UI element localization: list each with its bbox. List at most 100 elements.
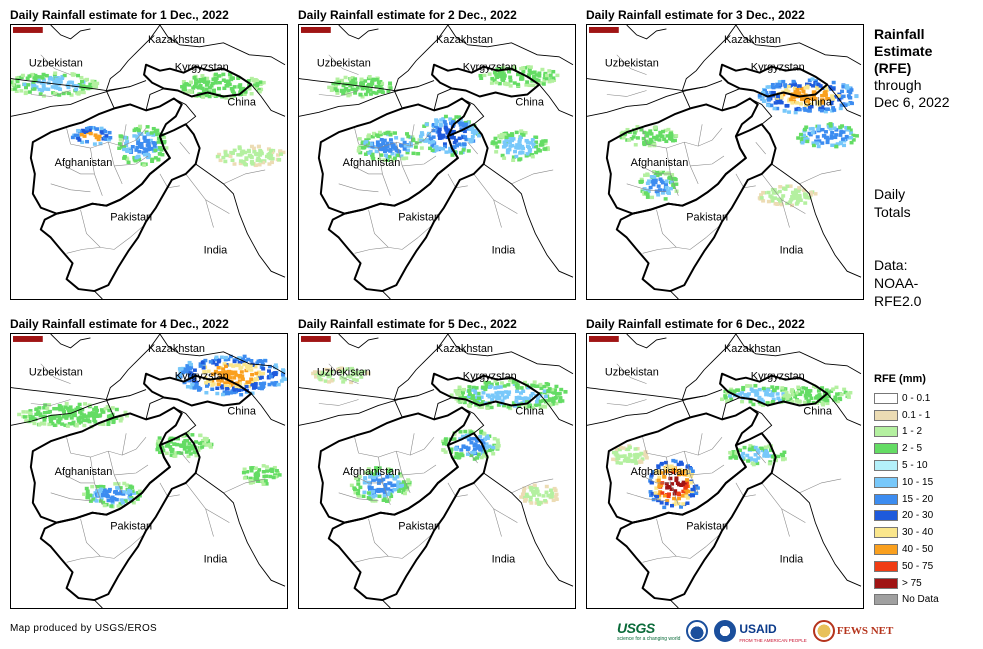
rainfall-cell [757, 387, 762, 392]
rainfall-cell [530, 153, 534, 157]
rainfall-cell [156, 140, 161, 144]
rainfall-cell [830, 143, 835, 148]
rainfall-cell [158, 450, 163, 455]
rainfall-cell [38, 414, 43, 418]
rainfall-cell [496, 403, 501, 407]
rainfall-cell [335, 77, 340, 81]
rainfall-cell [538, 382, 543, 387]
rainfall-cell [467, 388, 472, 393]
rainfall-cell [478, 448, 483, 452]
rainfall-cell [229, 363, 234, 367]
rainfall-cell [50, 414, 55, 418]
rainfall-cell [797, 193, 802, 198]
rainfall-map: Kazakhstan Uzbekistan Kyrgyzstan China Afgha… [586, 333, 864, 609]
rainfall-cell [246, 148, 251, 153]
rainfall-cell [734, 451, 739, 455]
rainfall-cell [368, 92, 373, 96]
country-boundary [382, 290, 391, 299]
rainfall-cell [668, 186, 673, 191]
rainfall-cell [521, 69, 526, 74]
rainfall-cell [639, 177, 644, 182]
rainfall-cell [536, 500, 541, 505]
rainfall-cell [531, 406, 536, 410]
rainfall-cell [771, 397, 776, 402]
rainfall-cell [249, 377, 254, 381]
admin-boundary [378, 148, 391, 196]
rainfall-cell [223, 357, 228, 362]
rainfall-cell [273, 363, 278, 367]
rainfall-cell [437, 146, 442, 150]
rainfall-cell [328, 373, 333, 378]
admin-boundary [205, 508, 230, 523]
rainfall-cell [797, 84, 802, 88]
rainfall-cell [833, 395, 838, 400]
rainfall-cell [157, 152, 162, 156]
rainfall-cell [694, 484, 699, 488]
rainfall-cell [24, 419, 29, 423]
rainfall-cell [825, 140, 830, 145]
rainfall-cell [53, 91, 58, 96]
rainfall-cell [779, 100, 784, 105]
rainfall-cell [261, 482, 266, 486]
rainfall-cell [156, 157, 161, 162]
rainfall-cell [498, 385, 503, 389]
rainfall-cell [458, 430, 463, 434]
rainfall-cell [484, 445, 489, 450]
rainfall-cell [838, 106, 843, 111]
rainfall-cell [278, 149, 283, 153]
rainfall-cell [798, 198, 803, 203]
rainfall-cell [261, 464, 266, 468]
rainfall-cell [543, 141, 548, 145]
rainfall-cell [794, 202, 799, 206]
rainfall-cell [543, 147, 548, 151]
map-label-kazakhstan: Kazakhstan [436, 34, 493, 46]
rainfall-cell [405, 132, 410, 136]
rainfall-cell [366, 371, 371, 376]
rainfall-cell [547, 387, 552, 391]
rainfall-cell [441, 135, 446, 139]
rainfall-cell [111, 420, 116, 425]
rainfall-cell [101, 500, 106, 505]
admin-boundary [402, 155, 437, 167]
rainfall-cell [383, 483, 388, 487]
admin-boundary [60, 472, 95, 484]
rainfall-cell [110, 406, 115, 410]
rainfall-cell [387, 481, 392, 485]
rainfall-cell [427, 131, 432, 136]
rainfall-cell [770, 385, 775, 389]
country-boundary [299, 387, 435, 400]
rainfall-cell [544, 490, 549, 495]
rainfall-cell [204, 87, 209, 92]
rainfall-cell [231, 386, 236, 390]
rainfall-cell [128, 489, 133, 494]
rainfall-cell [681, 489, 686, 494]
admin-boundary [135, 128, 147, 141]
rainfall-cell [112, 490, 117, 494]
rainfall-cell [823, 395, 828, 400]
country-boundary [105, 90, 115, 109]
rainfall-cell [386, 89, 391, 93]
legend-label: 10 - 15 [902, 476, 934, 488]
rainfall-cell [763, 445, 768, 449]
country-boundary [587, 395, 707, 426]
rainfall-cell [216, 365, 221, 370]
rainfall-cell [379, 137, 384, 142]
rainfall-cell [779, 452, 784, 457]
usaid-logo-text: USAID [739, 621, 777, 636]
rainfall-cell [621, 135, 626, 140]
rainfall-cell [356, 149, 361, 153]
rainfall-cell [217, 80, 222, 85]
rainfall-cell [232, 359, 237, 364]
rainfall-cell [785, 184, 790, 189]
rainfall-cell [191, 86, 196, 90]
rainfall-cell [521, 146, 526, 151]
rainfall-cell [77, 91, 82, 95]
rainfall-cell [206, 80, 211, 84]
rainfall-cell [804, 125, 809, 129]
rainfall-cell [534, 78, 539, 82]
rainfall-cell [682, 483, 687, 487]
rainfall-cell [53, 414, 58, 418]
country-boundary [771, 472, 862, 587]
rainfall-cell [118, 486, 123, 490]
rainfall-cell [662, 494, 667, 498]
